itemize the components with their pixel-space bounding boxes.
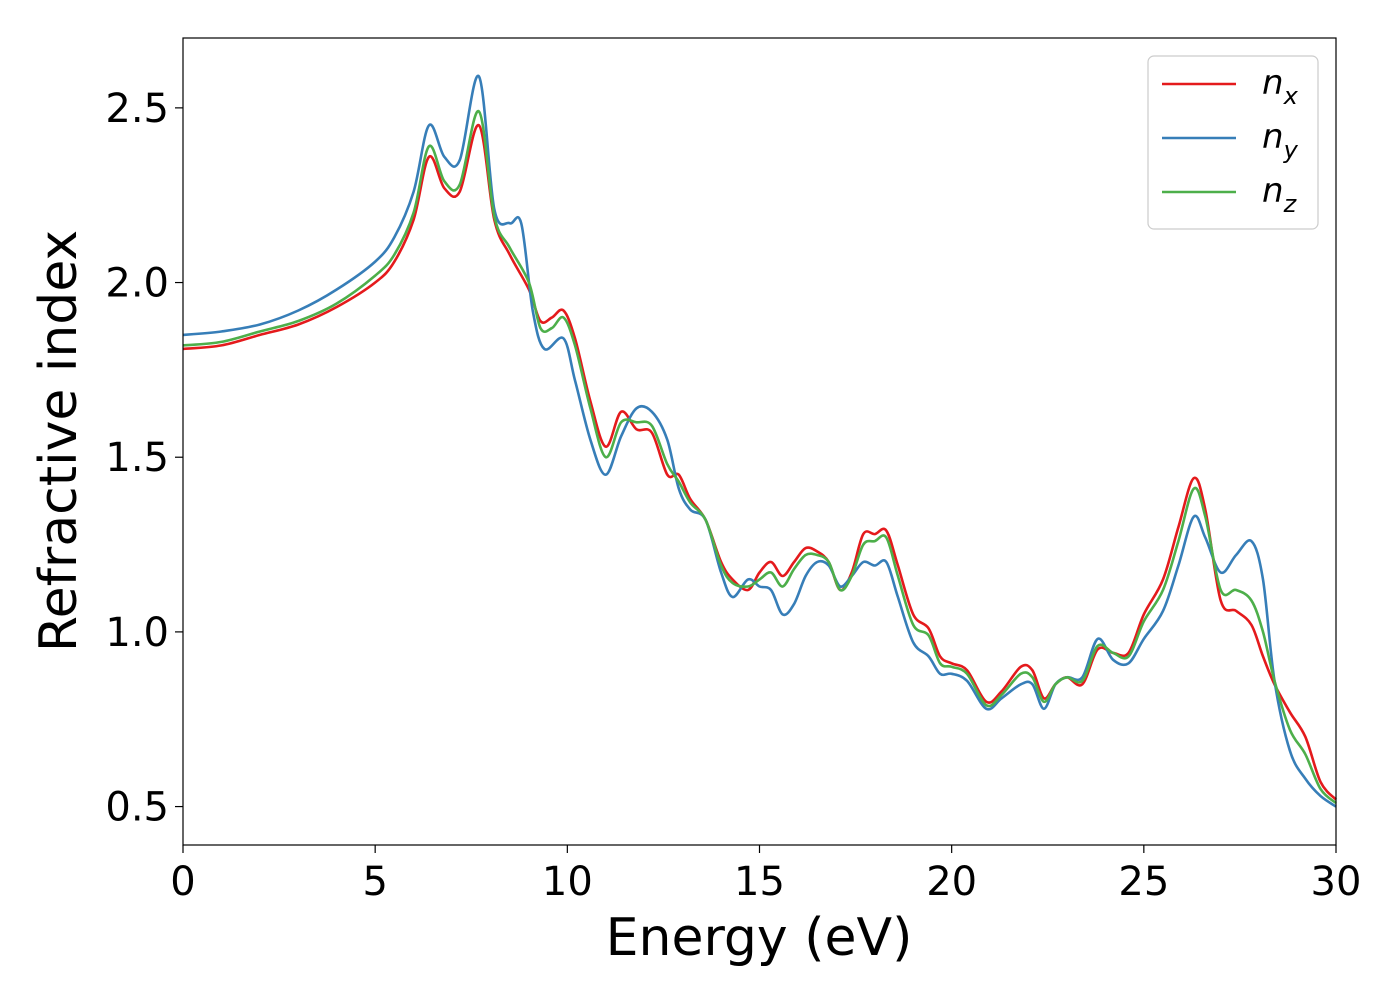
x-tick-label: 20 — [926, 859, 977, 905]
x-tick-label: 0 — [170, 859, 195, 905]
x-tick-label: 15 — [734, 859, 785, 905]
y-axis-ticks: 0.5 1.0 1.5 2.0 2.5 — [105, 86, 183, 831]
y-tick-label: 2.0 — [105, 261, 169, 307]
y-axis-title: Refractive index — [29, 230, 89, 652]
x-axis-ticks: 0 5 10 15 20 25 30 — [170, 845, 1361, 905]
legend-box — [1147, 55, 1319, 230]
y-tick-label: 0.5 — [105, 785, 169, 831]
series-layer — [182, 74, 1337, 808]
series-line-z — [182, 110, 1337, 805]
legend-label-x: nx — [1262, 63, 1299, 110]
x-tick-label: 25 — [1118, 859, 1169, 905]
x-tick-label: 5 — [362, 859, 387, 905]
x-axis-title: Energy (eV) — [606, 908, 913, 968]
y-tick-label: 2.5 — [105, 86, 169, 132]
y-tick-label: 1.0 — [105, 610, 169, 656]
x-tick-label: 30 — [1311, 859, 1362, 905]
legend-label-y: ny — [1262, 117, 1299, 164]
x-tick-label: 10 — [542, 859, 593, 905]
y-tick-label: 1.5 — [105, 435, 169, 481]
